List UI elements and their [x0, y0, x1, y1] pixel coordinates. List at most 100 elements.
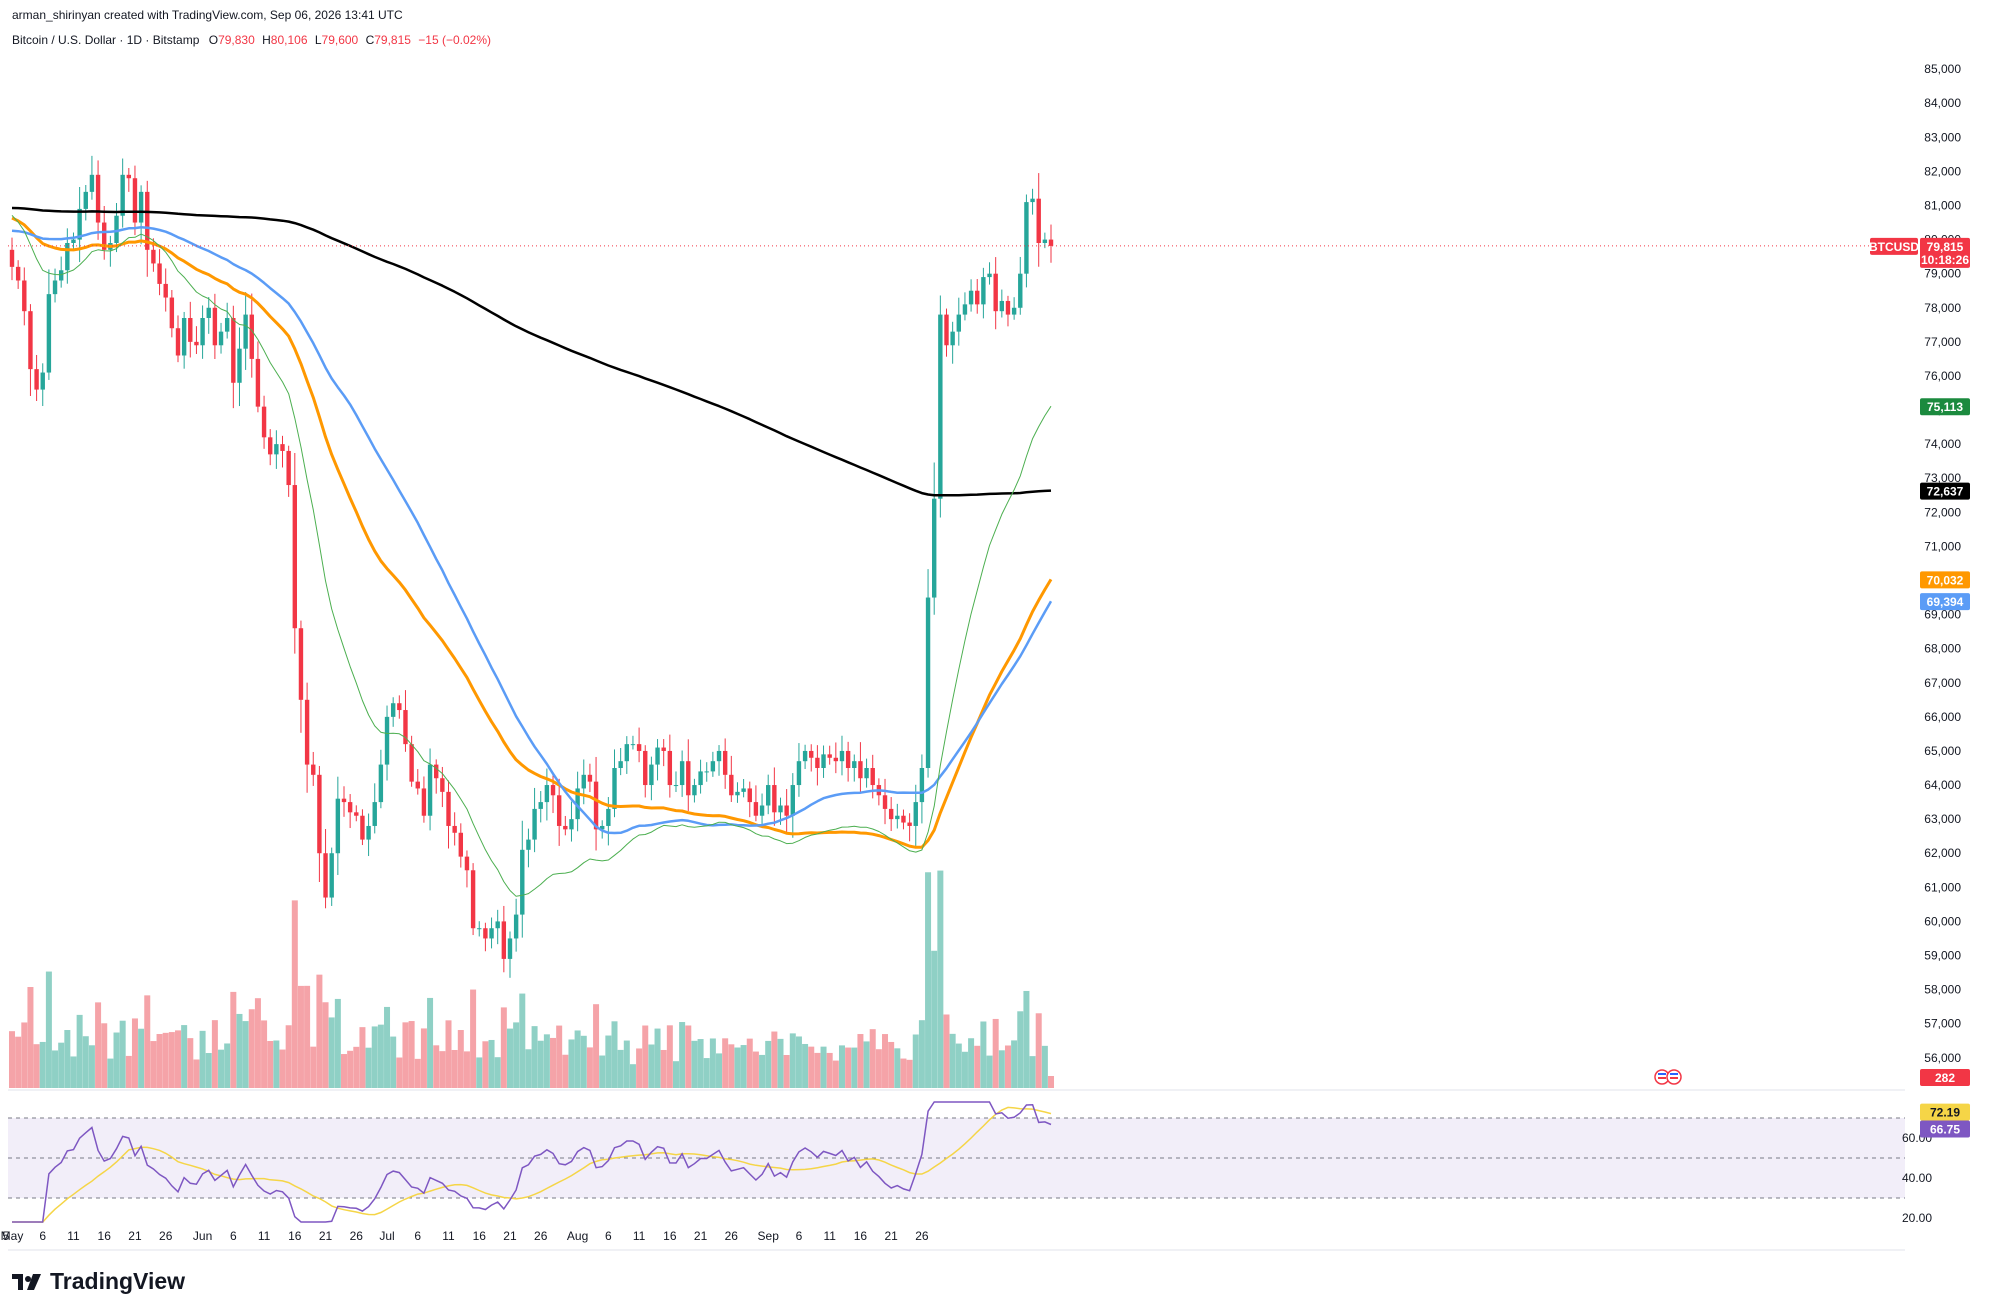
candle	[636, 727, 642, 763]
volume-bar	[365, 1047, 372, 1088]
volume-bar	[236, 1013, 243, 1088]
candle	[673, 771, 679, 792]
candle-body	[563, 825, 568, 830]
candle-body	[40, 372, 45, 390]
candle-body	[477, 928, 482, 930]
volume-bar	[580, 1035, 587, 1088]
volume-bar	[396, 1057, 403, 1088]
volume-bar	[740, 1045, 747, 1088]
candle	[384, 705, 390, 781]
y-tick-label: 78,000	[1924, 301, 1961, 315]
candle-body	[612, 768, 617, 809]
volume-bar	[949, 1033, 956, 1088]
volume-bar	[900, 1058, 907, 1088]
candle	[52, 268, 58, 303]
candle-body	[778, 805, 783, 813]
tradingview-brand[interactable]: TradingView	[12, 1268, 185, 1295]
candle	[944, 308, 949, 357]
candle-body	[15, 266, 21, 281]
candle-body	[9, 249, 15, 267]
volume-bar	[986, 1055, 993, 1088]
x-tick-label: 11	[633, 1229, 646, 1243]
candle-body	[993, 273, 998, 312]
x-tick-label: Sep	[758, 1229, 780, 1243]
candle-body	[1042, 239, 1048, 243]
candle	[65, 228, 70, 284]
candle-body	[372, 802, 377, 826]
ema20-line	[11, 215, 1052, 897]
candle-body	[673, 785, 679, 787]
candle	[34, 354, 39, 402]
volume-bar	[76, 1014, 83, 1088]
rsi-tick-label: 40.00	[1902, 1171, 1932, 1185]
x-tick-label: 21	[694, 1229, 708, 1243]
volume-bar	[937, 870, 944, 1088]
x-tick-label: 11	[67, 1229, 80, 1243]
volume-bar	[734, 1047, 741, 1088]
candle	[157, 249, 162, 296]
candle	[932, 462, 937, 615]
candle	[366, 813, 371, 857]
candle-body	[390, 703, 396, 717]
candle	[741, 779, 746, 798]
sma50-badge-bg	[1920, 593, 1970, 611]
candle	[120, 158, 125, 228]
candle	[679, 750, 685, 797]
candle	[538, 791, 543, 823]
volume-bar	[45, 971, 52, 1088]
rsi-pane	[8, 1101, 1905, 1223]
volume-bar	[9, 1031, 15, 1088]
volume-bar	[697, 1039, 704, 1088]
volume-bar	[254, 998, 261, 1088]
price-labels: BTCUSD 79,81510:18:2675,11372,63770,03269…	[1654, 237, 1970, 1138]
candle	[46, 269, 52, 380]
candle-body	[544, 785, 550, 803]
candle	[249, 293, 254, 378]
y-tick-label: 62,000	[1924, 846, 1961, 860]
candle	[489, 917, 494, 949]
candle	[888, 797, 894, 831]
candle-body	[556, 795, 562, 826]
volume-bar	[340, 1054, 347, 1088]
volume-badge-bg	[1920, 1069, 1970, 1086]
candle-body	[1048, 239, 1054, 246]
candle-body	[434, 764, 439, 779]
candle-body	[268, 437, 273, 455]
volume-bar	[525, 1049, 532, 1088]
x-tick-label: 6	[39, 1229, 46, 1243]
volume-bar	[838, 1045, 845, 1088]
volume-bar	[1048, 1076, 1055, 1088]
volume-bar	[648, 1044, 655, 1088]
candle-body	[747, 788, 752, 803]
candle	[913, 784, 918, 847]
volume-bar	[138, 1028, 145, 1088]
candle	[415, 769, 420, 795]
candle	[15, 260, 21, 289]
candle	[716, 745, 722, 776]
candle	[809, 744, 814, 772]
candle-body	[643, 750, 648, 786]
price-axis: 85,00084,00083,00082,00081,00080,00079,0…	[1902, 62, 1961, 1225]
candle-body	[1005, 300, 1011, 315]
volume-bar	[998, 1050, 1005, 1088]
rsi-ma-badge-value: 72.19	[1930, 1106, 1960, 1120]
symbol-name[interactable]: Bitcoin / U.S. Dollar · 1D · Bitstamp	[12, 33, 200, 47]
candle-body	[981, 277, 986, 305]
volume-bar	[863, 1041, 870, 1088]
x-tick-label: 16	[98, 1229, 112, 1243]
economic-event-icon	[1654, 1069, 1670, 1085]
candlestick-series	[9, 155, 1054, 978]
volume-bar	[974, 1045, 981, 1088]
candle	[304, 682, 310, 793]
volume-badge-value: 282	[1935, 1071, 1955, 1085]
candle	[698, 759, 703, 794]
event-flag-stripe	[1658, 1077, 1666, 1079]
volume-bar	[82, 1036, 89, 1088]
candle-body	[255, 358, 261, 407]
volume-bar	[384, 1006, 391, 1088]
candle	[747, 781, 752, 818]
volume-bar	[875, 1049, 882, 1088]
y-tick-label: 79,000	[1924, 267, 1961, 281]
